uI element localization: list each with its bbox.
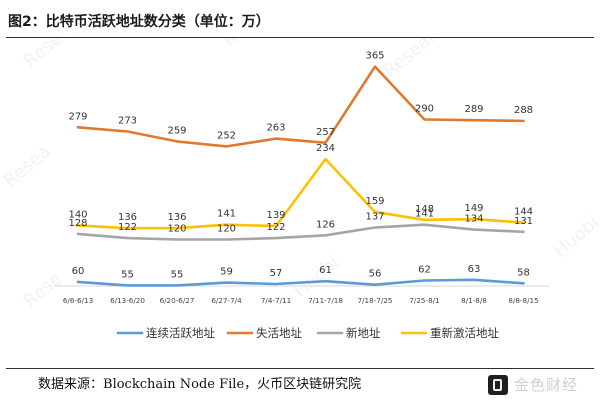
watermark-text: Research [380,38,457,82]
data-label: 234 [316,143,335,154]
data-label: 140 [68,209,87,220]
data-label: 141 [217,209,236,220]
data-label: 56 [369,269,382,280]
data-label: 55 [121,269,134,280]
data-label: 273 [118,116,137,127]
series-line [76,223,525,241]
data-label: 55 [171,269,184,280]
data-label: 120 [217,224,236,235]
brand: 金色财经 [487,374,578,395]
legend-label: 失活地址 [256,326,302,340]
watermark-text: Research [20,38,97,72]
watermark-text: Resea [0,141,55,192]
legend: 连续活跃地址 失活地址 新地址 重新激活地址 [116,326,499,340]
x-tick-label: 6/20-6/27 [160,296,195,305]
data-label: 131 [514,216,533,227]
brand-name: 金色财经 [513,376,578,394]
x-axis: 6/6-6/13 6/13-6/20 6/20-6/27 6/27-7/4 7/4-7/… [54,285,550,305]
data-label: 365 [365,51,384,62]
watermark-layer: Research Research Research Resea Rese Huobi Hu… [0,38,600,312]
data-label: 59 [220,267,233,278]
watermark-text: Huobi [290,252,344,302]
data-label: 139 [266,210,285,221]
data-label: 290 [415,104,434,115]
data-labels: 60 55 55 59 57 61 56 62 63 58 279 273 259 252 263 257 36… [68,51,533,281]
x-tick-label: 7/11-7/18 [308,296,343,305]
x-tick-label: 8/8-8/15 [508,296,538,305]
data-label: 141 [415,209,434,220]
data-label: 148 [415,204,434,215]
x-tick-label: 7/25-8/1 [409,296,439,305]
x-tick-label: 6/6-6/13 [63,296,93,305]
data-label: 136 [167,212,186,223]
series-layer [76,65,525,287]
data-label: 60 [72,266,85,277]
source-label: 数据来源： [38,377,104,392]
series-line [76,278,525,287]
data-label: 144 [514,207,533,218]
data-label: 62 [418,264,431,275]
data-label: 126 [316,219,335,230]
x-tick-label: 7/4-7/11 [261,296,291,305]
series-line [76,65,525,148]
legend-label: 连续活跃地址 [146,326,215,340]
data-label: 122 [266,222,285,233]
x-tick-label: 8/1-8/8 [461,296,487,305]
data-label: 61 [319,265,332,276]
chart-title: 图2：比特币活跃地址数分类（单位：万） [8,14,270,30]
line-chart: Research Research Research Resea Rese Huobi Hu… [0,38,600,340]
data-label: 288 [514,105,533,116]
watermark-text: Rese [20,268,67,312]
data-label: 289 [464,104,483,115]
data-label: 63 [468,264,481,275]
source-line: 数据来源：Blockchain Node File，火币区块链研究院 [38,373,361,392]
source-divider [6,368,594,369]
brand-logo-icon [487,374,508,395]
data-label: 259 [167,125,186,136]
watermark-text: Huobi [550,212,600,262]
x-tick-label: 7/18-7/25 [358,296,393,305]
x-tick-label: 6/27-7/4 [211,296,242,305]
data-label: 136 [118,212,137,223]
watermark-text: Research [220,38,297,52]
data-label: 279 [68,111,87,122]
source-text: Blockchain Node File，火币区块链研究院 [103,377,362,392]
title-divider [6,37,594,38]
data-label: 149 [464,203,483,214]
x-tick-label: 6/13-6/20 [110,296,145,305]
legend-label: 新地址 [346,326,381,340]
data-label: 137 [365,212,384,223]
data-label: 58 [517,267,530,278]
data-label: 159 [365,196,384,207]
data-label: 134 [464,214,483,225]
data-label: 122 [118,222,137,233]
series-line [76,157,525,230]
data-label: 57 [270,268,283,279]
data-label: 257 [316,127,335,138]
legend-label: 重新激活地址 [430,326,499,340]
data-label: 252 [217,130,236,141]
data-label: 263 [266,123,285,134]
data-label: 128 [68,218,87,229]
data-label: 120 [167,224,186,235]
